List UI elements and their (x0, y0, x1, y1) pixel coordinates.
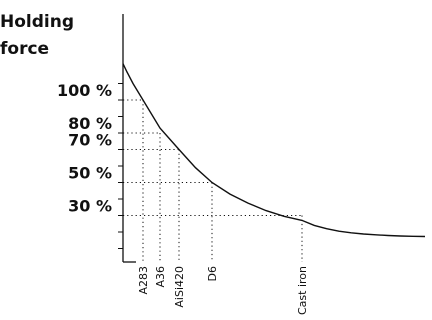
x-label-d6: D6 (206, 266, 219, 281)
y-tick-label-70: 70 % (68, 131, 112, 150)
guide-lines (123, 99, 303, 262)
y-axis-title-line-1: Holding (0, 12, 74, 32)
y-axis-title-line-2: force (0, 39, 49, 59)
y-tick-label-80: 80 % (68, 114, 112, 133)
y-tick-label-30: 30 % (68, 197, 112, 216)
x-label-a36: A36 (154, 266, 167, 288)
axes (122, 14, 136, 263)
x-marker-labels: A283 A36 AiSi420 D6 Cast iron (137, 266, 309, 315)
x-label-aisi420: AiSi420 (173, 266, 186, 308)
y-tick-label-50: 50 % (68, 164, 112, 183)
x-label-a283: A283 (137, 266, 150, 295)
y-tick-label-100: 100 % (57, 81, 112, 100)
x-label-cast-iron: Cast iron (296, 266, 309, 315)
holding-force-curve (122, 63, 426, 238)
y-ticks: 100 % 80 %70 % 50 % 30 % (57, 81, 123, 249)
